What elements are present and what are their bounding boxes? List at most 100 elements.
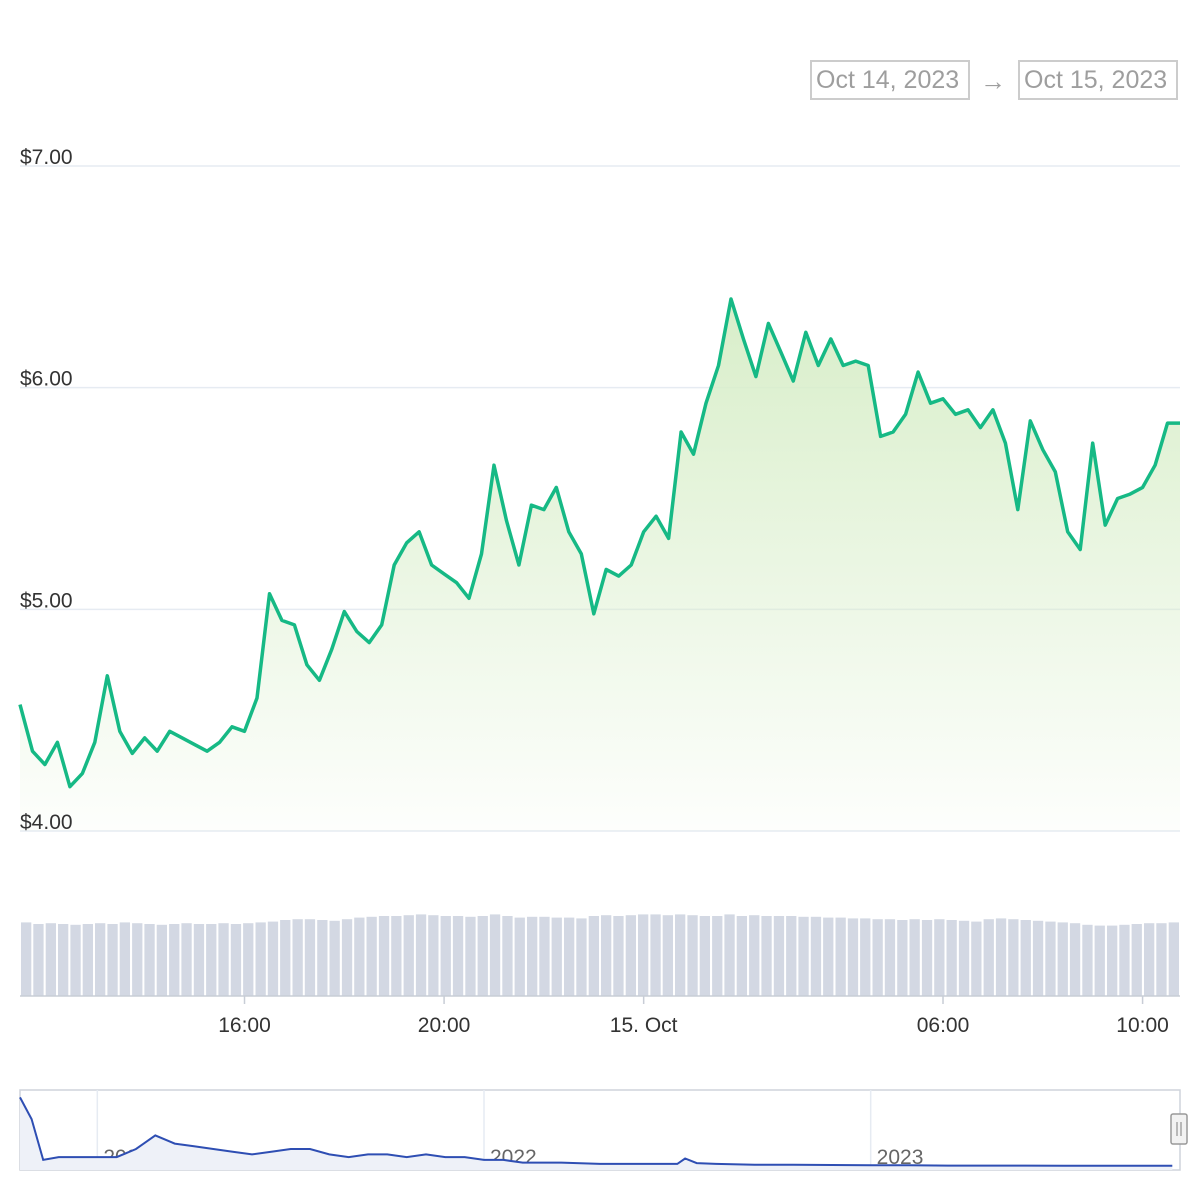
navigator[interactable]: 202120222023 [19, 1089, 1188, 1171]
volume-bar [514, 917, 525, 996]
volume-bar [588, 916, 599, 996]
volume-bar [354, 917, 365, 996]
volume-bar [699, 916, 710, 996]
volume-bar [292, 919, 303, 996]
navigator-year-label: 2023 [877, 1146, 924, 1169]
volume-bar [934, 919, 945, 996]
volume-bar [1082, 924, 1093, 996]
volume-bar [687, 915, 698, 996]
volume-bar [341, 919, 353, 996]
volume-bar [193, 924, 205, 996]
date-range-arrow-icon: → [980, 66, 1006, 96]
volume-bar [477, 916, 488, 996]
volume-bar [551, 917, 562, 996]
volume-bar [255, 922, 266, 996]
volume-bar [958, 920, 970, 996]
volume-bar [773, 916, 785, 996]
x-tick-label: 20:00 [418, 1014, 471, 1037]
volume-bar [638, 914, 649, 996]
volume-bar [835, 917, 846, 996]
volume-bar [1032, 920, 1044, 996]
volume-bar [45, 923, 56, 996]
volume-bar [391, 916, 402, 996]
volume-bar [1131, 924, 1142, 996]
volume-bar [366, 916, 377, 996]
volume-bar [1156, 923, 1167, 996]
volume-bars [20, 914, 1180, 997]
volume-bar [132, 923, 143, 996]
y-tick-label: $4.00 [20, 811, 73, 834]
y-tick-label: $7.00 [20, 146, 73, 169]
volume-bar [823, 917, 834, 996]
navigator-handle[interactable] [1170, 1113, 1188, 1145]
x-tick-label: 10:00 [1116, 1014, 1169, 1037]
volume-bar [983, 919, 994, 996]
volume-bar [921, 920, 933, 996]
volume-bar [1069, 923, 1081, 996]
volume-bar [1020, 920, 1031, 996]
price-line [18, 297, 1180, 789]
volume-bar [1094, 925, 1105, 996]
volume-bar [761, 916, 772, 996]
volume-bar [1144, 923, 1155, 996]
price-area [18, 297, 1180, 831]
volume-bar [897, 920, 908, 996]
volume-bar [601, 915, 612, 996]
price-y-axis: $7.00 $6.00 $5.00 $4.00 [20, 146, 73, 834]
y-tick-label: $6.00 [20, 368, 73, 391]
volume-bar [736, 916, 747, 996]
volume-bar [21, 922, 32, 996]
volume-bar [70, 924, 81, 996]
volume-bar [798, 916, 809, 996]
volume-bar [662, 915, 673, 996]
volume-bar [909, 919, 920, 996]
time-x-axis: 16:00 20:00 15. Oct 06:00 10:00 [218, 996, 1169, 1037]
volume-bar [1107, 925, 1118, 996]
volume-bar [156, 924, 167, 996]
volume-bar [452, 916, 464, 996]
volume-bar [786, 916, 797, 996]
volume-bar [502, 916, 513, 996]
volume-bar [415, 914, 427, 996]
volume-bar [58, 924, 69, 996]
date-from-input[interactable]: Oct 14, 2023 [810, 60, 970, 100]
volume-bar [971, 921, 982, 996]
volume-bar [625, 915, 636, 996]
volume-bar [119, 922, 130, 996]
volume-bar [317, 920, 328, 996]
volume-bar [33, 924, 44, 996]
volume-bar [206, 924, 217, 996]
volume-bar [181, 923, 192, 996]
volume-bar [440, 916, 451, 996]
y-tick-label: $5.00 [20, 589, 73, 612]
volume-bar [230, 924, 242, 996]
volume-bar [860, 918, 871, 996]
volume-bar [267, 921, 279, 996]
volume-bar [576, 918, 587, 996]
volume-bar [1119, 924, 1130, 996]
volume-bar [489, 914, 501, 996]
volume-bar [107, 924, 118, 996]
volume-bar [1057, 922, 1068, 996]
volume-bar [428, 915, 439, 996]
x-tick-label: 15. Oct [610, 1014, 678, 1037]
x-tick-label: 16:00 [218, 1014, 271, 1037]
volume-bar [650, 914, 661, 996]
volume-bar [304, 919, 316, 996]
date-to-input[interactable]: Oct 15, 2023 [1018, 60, 1178, 100]
navigator-area [20, 1097, 1173, 1170]
volume-bar [539, 916, 550, 996]
volume-bar [403, 915, 414, 996]
volume-bar [847, 918, 859, 996]
x-tick-label: 06:00 [917, 1014, 970, 1037]
volume-bar [613, 916, 624, 996]
volume-bar [1008, 919, 1019, 996]
volume-bar [675, 914, 686, 996]
volume-bar [527, 916, 538, 996]
volume-bar [724, 914, 735, 996]
volume-bar [995, 918, 1007, 996]
volume-bar [169, 924, 180, 996]
volume-bar [884, 919, 896, 996]
volume-bar [1045, 921, 1056, 996]
